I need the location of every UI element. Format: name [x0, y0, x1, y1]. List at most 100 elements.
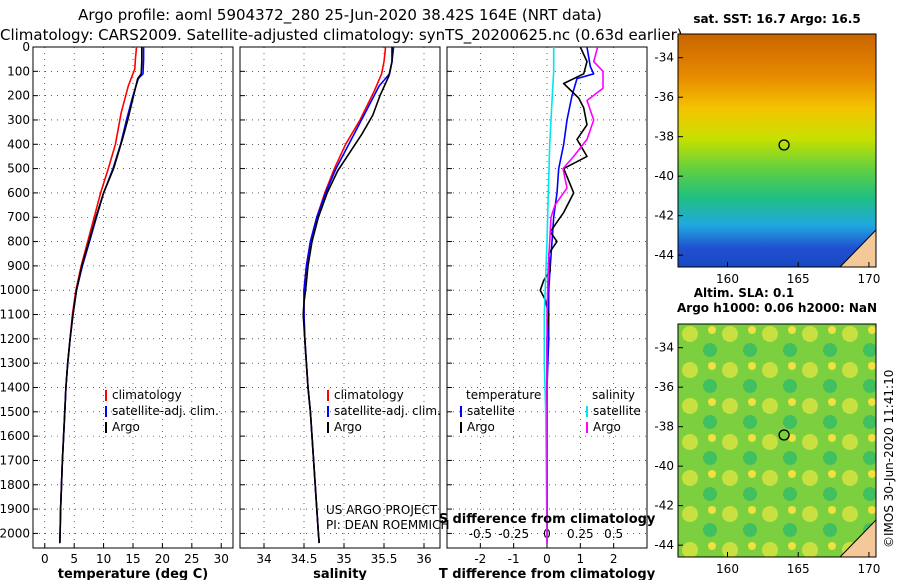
difference-legend: temperature salinity satellite Argo sate…	[460, 388, 641, 434]
y-tick-label: 0	[22, 40, 30, 54]
series-line-argo	[302, 47, 393, 544]
series-line-satellite-adj-clim-	[303, 47, 395, 544]
salinity-panel-frame	[239, 46, 441, 549]
y-tick-label: 1700	[0, 453, 30, 467]
sst-map-lat-label: -44	[654, 248, 674, 262]
chart-title-line2: Climatology: CARS2009. Satellite-adjuste…	[0, 26, 683, 44]
legend-title-temperature: temperature	[466, 388, 541, 402]
y-tick-label: 700	[7, 210, 30, 224]
sst-map: sat. SST: 16.7 Argo: 16.5 -34 -36 -38 -40 -4…	[654, 12, 880, 286]
sla-map-lat-label: -40	[654, 459, 674, 473]
y-tick-label: 200	[7, 89, 30, 103]
y-tick-label: 1300	[0, 356, 30, 370]
chart-title-line1: Argo profile: aoml 5904372_280 25-Jun-20…	[78, 6, 602, 24]
sla-map-title-line2: Argo h1000: 0.06 h2000: NaN	[677, 301, 877, 315]
sla-map-lon-label: 165	[787, 562, 810, 576]
y-tick-label: 1600	[0, 429, 30, 443]
sst-map-profile-marker	[778, 139, 790, 151]
x-tick-label: -1	[508, 552, 520, 566]
series-line-s-argo	[546, 47, 604, 544]
legend-label-argo: Argo	[334, 420, 362, 434]
sst-map-lat-label: -38	[654, 130, 674, 144]
series-line-satellite-adj-clim-	[59, 47, 145, 544]
credit-text: ©IMOS 30-Jun-2020 11:41:10	[882, 370, 896, 548]
y-tick-label: 500	[7, 162, 30, 176]
y-tick-label: 300	[7, 113, 30, 127]
y-tick-label: 900	[7, 259, 30, 273]
difference-top-axis-label: S difference from climatology	[439, 512, 656, 527]
legend-label-t-satellite: satellite	[467, 404, 515, 418]
sla-map-lat-label: -44	[654, 538, 674, 552]
difference-xlabel: T difference from climatology	[439, 567, 656, 580]
sst-map-field	[678, 34, 876, 267]
x-tick-label: 15	[125, 552, 140, 566]
legend-title-salinity: salinity	[592, 388, 635, 402]
x-tick-label: 34	[256, 552, 271, 566]
sst-map-lon-label: 170	[857, 272, 880, 286]
sla-map-lat-label: -42	[654, 499, 674, 513]
x-tick-label: 35	[336, 552, 351, 566]
sst-map-lat-label: -36	[654, 90, 674, 104]
y-tick-label: 1000	[0, 283, 30, 297]
series-line-s-satellite	[543, 47, 555, 544]
x-tick-label: 35.5	[371, 552, 398, 566]
x-tick-label: 34.5	[291, 552, 318, 566]
temperature-legend: climatology satellite-adj. clim. Argo	[105, 388, 219, 434]
x-tick-label: 36	[416, 552, 431, 566]
x-tick-label: 25	[184, 552, 199, 566]
pi-annotation: PI: DEAN ROEMMICH	[326, 518, 449, 532]
sst-map-lat-label: -42	[654, 209, 674, 223]
x-tick-label: 1	[577, 552, 585, 566]
x-tick-label: 2	[610, 552, 618, 566]
series-line-climatology	[303, 47, 387, 544]
sst-map-lat-label: -34	[654, 51, 674, 65]
y-tick-label: 1100	[0, 308, 30, 322]
sla-map-frame	[677, 323, 877, 558]
sla-map-lat-label: -38	[654, 420, 674, 434]
x-tick-label: 0	[543, 552, 551, 566]
legend-label-s-satellite: satellite	[593, 404, 641, 418]
sst-map-lon-label: 160	[716, 272, 739, 286]
temperature-xlabel: temperature (deg C)	[58, 567, 208, 580]
sla-map-title-line1: Altim. SLA: 0.1	[694, 286, 795, 300]
x-tick-label: 20	[155, 552, 170, 566]
salinity-legend: climatology satellite-adj. clim. Argo US…	[326, 388, 449, 532]
y-tick-label: 1400	[0, 380, 30, 394]
y-tick-label: 400	[7, 137, 30, 151]
sla-map-field	[678, 324, 876, 557]
series-line-climatology	[59, 47, 138, 544]
s-tick-label: 0.5	[604, 527, 623, 541]
legend-label-satellite: satellite-adj. clim.	[334, 404, 441, 418]
y-tick-label: 1200	[0, 332, 30, 346]
sst-map-lon-label: 165	[787, 272, 810, 286]
x-tick-label: -2	[474, 552, 486, 566]
s-tick-label: -0.5	[469, 527, 492, 541]
y-tick-label: 600	[7, 186, 30, 200]
legend-label-argo: Argo	[112, 420, 140, 434]
project-annotation: US ARGO PROJECT	[326, 503, 438, 517]
y-tick-label: 1800	[0, 478, 30, 492]
sst-map-lat-label: -40	[654, 169, 674, 183]
series-line-argo	[59, 47, 143, 544]
sla-map-lat-label: -34	[654, 341, 674, 355]
s-tick-label: 0.25	[567, 527, 594, 541]
s-tick-label: -0.25	[498, 527, 529, 541]
y-tick-label: 2000	[0, 526, 30, 540]
x-tick-label: 30	[214, 552, 229, 566]
series-line-t-argo	[539, 47, 588, 544]
legend-label-climatology: climatology	[334, 388, 404, 402]
y-tick-label: 1500	[0, 405, 30, 419]
sla-map-lon-label: 170	[857, 562, 880, 576]
salinity-xlabel: salinity	[313, 567, 367, 580]
legend-label-climatology: climatology	[112, 388, 182, 402]
x-tick-label: 10	[96, 552, 111, 566]
x-tick-label: 0	[41, 552, 49, 566]
legend-label-t-argo: Argo	[467, 420, 495, 434]
sla-map-profile-marker	[778, 429, 790, 441]
legend-label-s-argo: Argo	[593, 420, 621, 434]
y-tick-label: 1900	[0, 502, 30, 516]
y-tick-label: 100	[7, 64, 30, 78]
temperature-panel-frame	[32, 46, 234, 549]
y-tick-label: 800	[7, 235, 30, 249]
